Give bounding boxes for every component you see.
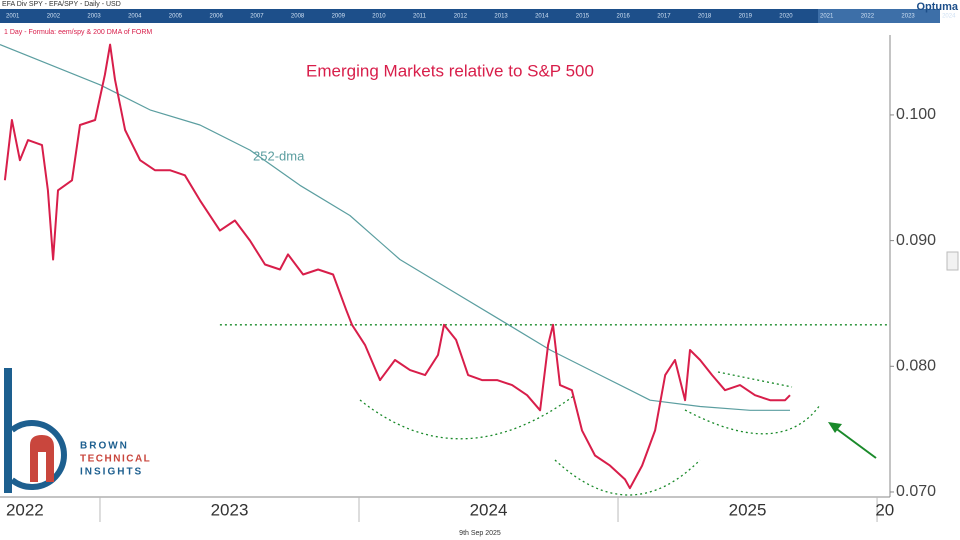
footer-date: 9th Sep 2025	[459, 530, 501, 537]
navigator-year: 2004	[128, 14, 142, 20]
navigator-year: 2013	[494, 14, 508, 20]
series-line	[0, 44, 790, 411]
arrow-shaft	[833, 426, 877, 459]
logo-text: TECHNICAL	[80, 454, 151, 465]
y-tick-label: 0.080	[896, 358, 936, 375]
navigator-year: 2018	[698, 14, 712, 20]
navigator-year: 2007	[250, 14, 264, 20]
navigator-year: 2006	[210, 14, 224, 20]
navigator-window[interactable]	[818, 9, 940, 23]
logo-bar	[4, 368, 12, 493]
arrow	[828, 422, 877, 459]
y-tick-label: 0.070	[896, 483, 936, 500]
cup-arc	[684, 404, 821, 435]
y-tick-label: 0.100	[896, 106, 936, 123]
navigator-year: 2019	[739, 14, 753, 20]
logo	[4, 368, 67, 493]
navigator-year: 2014	[535, 14, 549, 20]
navigator-year: 2021	[820, 14, 834, 20]
x-tick-label: 20	[875, 500, 894, 519]
navigator-year: 2024	[942, 14, 956, 20]
navigator-year: 2010	[372, 14, 386, 20]
logo-text: INSIGHTS	[80, 467, 143, 478]
logo-mark	[30, 435, 54, 482]
navigator-year: 2023	[901, 14, 915, 20]
x-tick-label: 2025	[729, 500, 767, 519]
navigator-year: 2003	[87, 14, 101, 20]
x-tick-label: 2023	[211, 500, 249, 519]
navigator-year: 2017	[657, 14, 671, 20]
y-tick-label: 0.090	[896, 232, 936, 249]
navigator-year: 2012	[454, 14, 468, 20]
navigator-year: 2020	[779, 14, 793, 20]
navigator-year: 2009	[332, 14, 346, 20]
brand: Optuma	[916, 1, 958, 13]
navigator-year: 2002	[47, 14, 61, 20]
navigator-year: 2022	[861, 14, 875, 20]
logo-text: BROWN	[80, 441, 129, 452]
navigator-year: 2016	[617, 14, 631, 20]
navigator-year: 2001	[6, 14, 20, 20]
navigator-year: 2011	[413, 14, 427, 20]
legend: 1 Day - Formula: eem/spy & 200 DMA of FO…	[4, 29, 152, 36]
cup-arc	[359, 394, 576, 440]
navigator-year: 2005	[169, 14, 183, 20]
navigator	[0, 9, 940, 23]
navigator-year: 2015	[576, 14, 590, 20]
side-toggle[interactable]	[946, 251, 959, 271]
x-tick-label: 2022	[6, 500, 44, 519]
series-line	[3, 43, 791, 490]
x-tick-label: 2024	[470, 500, 508, 519]
logo-ring	[10, 420, 67, 490]
arrow-head	[828, 422, 842, 433]
annotations	[359, 371, 821, 496]
navigator-year: 2008	[291, 14, 305, 20]
chart-title: Emerging Markets relative to S&P 500	[306, 61, 594, 80]
dma-label: 252-dma	[253, 148, 305, 163]
header: EFA Div SPY - EFA/SPY - Daily - USD	[2, 1, 121, 8]
